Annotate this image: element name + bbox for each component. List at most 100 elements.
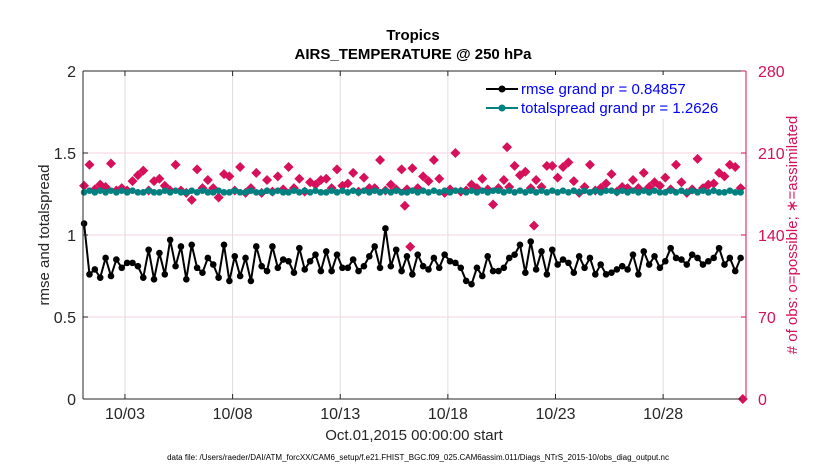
obs-assimilated-point	[477, 173, 488, 184]
rmse-point	[435, 264, 443, 272]
obs-assimilated-point	[606, 169, 617, 180]
rmse-point	[581, 264, 588, 272]
totalspread-point	[409, 187, 416, 195]
totalspread-point	[339, 187, 346, 195]
totalspread-point	[102, 189, 109, 196]
totalspread-point	[457, 187, 465, 195]
totalspread-point	[317, 189, 325, 196]
totalspread-point	[446, 189, 454, 196]
totalspread-point	[355, 189, 362, 196]
rmse-point	[279, 256, 287, 263]
totalspread-point	[430, 187, 438, 195]
obs-assimilated-point	[708, 178, 719, 189]
totalspread-point	[252, 189, 260, 196]
totalspread-point	[349, 187, 357, 195]
rmse-point	[624, 266, 631, 273]
rmse-point	[236, 272, 244, 280]
rmse-point	[516, 241, 524, 249]
totalspread-point	[688, 187, 696, 195]
totalspread-point	[538, 187, 545, 195]
totalspread-point	[91, 189, 99, 196]
rmse-point	[667, 244, 674, 252]
rmse-point	[414, 251, 422, 258]
totalspread-point	[570, 187, 578, 195]
rmse-point	[575, 253, 583, 260]
rmse-point	[731, 267, 739, 275]
rmse-point	[296, 244, 303, 252]
totalspread-point	[86, 187, 93, 195]
totalspread-point	[435, 189, 443, 196]
rmse-point	[726, 254, 734, 262]
rmse-point	[618, 262, 626, 270]
obs-assimilated-point	[283, 162, 294, 173]
rmse-point	[532, 266, 540, 273]
rmse-point	[592, 271, 599, 278]
rmse-point	[522, 269, 529, 277]
x-axis-label: Oct.01,2015 00:00:00 start	[325, 427, 503, 444]
totalspread-point	[204, 189, 212, 196]
totalspread-point	[452, 187, 459, 195]
rmse-point	[328, 267, 335, 275]
y-tick-right-label: 280	[758, 64, 785, 81]
obs-assimilated-point	[563, 157, 574, 168]
rmse-point	[274, 264, 282, 272]
obs-assimilated-point	[509, 160, 520, 171]
totalspread-point	[726, 187, 734, 195]
legend-box	[470, 75, 742, 119]
rmse-point	[252, 243, 260, 250]
obs-assimilated-point	[450, 148, 461, 158]
obs-assimilated-point	[385, 179, 396, 190]
totalspread-point	[618, 187, 626, 195]
totalspread-point	[419, 187, 427, 195]
totalspread-point	[527, 187, 535, 195]
obs-assimilated-point	[348, 167, 359, 178]
rmse-point	[403, 253, 411, 260]
totalspread-point	[667, 187, 674, 195]
y-tick-label: 2	[67, 64, 76, 81]
obs-assimilated-point	[407, 163, 418, 174]
x-tick-label: 10/28	[643, 406, 683, 423]
totalspread-point	[333, 189, 341, 196]
rmse-point	[290, 269, 298, 277]
totalspread-point	[645, 189, 653, 196]
rmse-point	[602, 271, 610, 278]
rmse-point	[425, 266, 432, 273]
legend-label-rmse: rmse grand pr = 0.84857	[521, 81, 686, 98]
obs-assimilated-point	[294, 173, 305, 184]
totalspread-point	[247, 187, 255, 195]
rmse-point	[452, 259, 459, 267]
obs-assimilated-point	[547, 160, 558, 171]
rmse-point	[145, 246, 152, 254]
obs-assimilated-point	[186, 194, 197, 205]
obs-assimilated-point	[170, 159, 181, 170]
totalspread-point	[468, 187, 475, 195]
rmse-point	[134, 262, 142, 270]
totalspread-point	[737, 189, 744, 196]
totalspread-point	[473, 189, 481, 196]
totalspread-point	[516, 187, 524, 195]
rmse-point	[156, 249, 163, 257]
rmse-point	[705, 257, 712, 265]
y-tick-label: 0	[67, 392, 76, 409]
obs-assimilated-point	[399, 200, 410, 211]
x-tick-label: 10/03	[105, 406, 145, 423]
totalspread-point	[683, 189, 691, 196]
rmse-point	[231, 253, 239, 260]
rmse-point	[139, 274, 147, 281]
obs-assimilated-point	[552, 172, 563, 183]
obs-assimilated-point	[79, 180, 90, 191]
chart-subtitle: AIRS_TEMPERATURE @ 250 hPa	[295, 46, 533, 63]
obs-assimilated-point	[520, 166, 531, 177]
totalspread-point	[172, 187, 179, 195]
totalspread-point	[661, 189, 669, 196]
totalspread-point	[365, 189, 373, 196]
totalspread-point	[161, 187, 169, 195]
totalspread-point	[532, 189, 540, 196]
totalspread-point	[505, 187, 513, 195]
totalspread-point	[215, 187, 222, 195]
totalspread-point	[306, 189, 314, 196]
obs-assimilated-point	[627, 174, 638, 185]
rmse-point	[694, 254, 701, 262]
rmse-point	[479, 272, 486, 280]
